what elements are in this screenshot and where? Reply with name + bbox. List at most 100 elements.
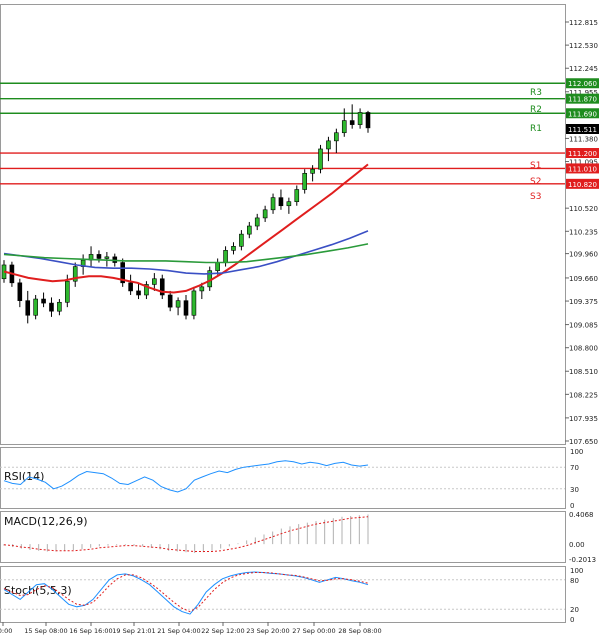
panel-frames — [0, 4, 566, 623]
moving-average-line — [3, 230, 369, 275]
candle-body — [57, 301, 62, 312]
y-tick-label: 108.800 — [569, 345, 598, 353]
y-tick-label: 110.235 — [569, 228, 598, 236]
rsi-tick-label: 70 — [570, 464, 579, 472]
current-price-tag — [566, 124, 599, 134]
level-name-label: R2 — [530, 105, 542, 115]
y-tick-label: 110.520 — [569, 205, 598, 213]
candle-body — [175, 300, 181, 308]
y-tick-label: 107.935 — [569, 415, 598, 423]
candle-body — [239, 233, 244, 247]
candle-body — [326, 140, 331, 150]
candle-body — [128, 282, 133, 292]
candle-body — [183, 300, 189, 316]
y-tick-label: 111.955 — [569, 89, 598, 97]
x-tick-label: 15 Sep 08:00 — [24, 627, 67, 635]
candle-body — [136, 290, 141, 296]
candle-body — [167, 294, 173, 308]
y-tick-label: 109.660 — [569, 275, 598, 283]
candle-body — [72, 266, 78, 282]
candle-body — [49, 302, 54, 312]
candle-body — [278, 197, 284, 207]
macd-title: MACD(12,26,9) — [4, 515, 88, 528]
macd-tick-label: 0.00 — [569, 541, 585, 549]
panel-frame-rsi — [0, 447, 566, 509]
candle-body — [247, 225, 252, 235]
candle-body — [334, 132, 339, 142]
candle-body — [17, 282, 23, 301]
candle-body — [231, 246, 236, 251]
candle-body — [341, 120, 347, 134]
stoch-line — [3, 572, 369, 613]
level-name-label: R3 — [530, 88, 542, 98]
y-tick-label: 109.375 — [569, 298, 598, 306]
x-tick-label: 28 Sep 08:00 — [338, 627, 381, 635]
level-price-tag — [566, 148, 599, 159]
candle-body — [223, 250, 228, 263]
y-tick-label: 109.085 — [569, 322, 598, 330]
rsi-tick-label: 30 — [570, 486, 579, 494]
x-tick-label: 00:00 — [0, 627, 12, 635]
level-price-label: 111.690 — [568, 110, 597, 118]
y-tick-label: 108.225 — [569, 391, 598, 399]
price-panel: 112.815 112.530 112.245 111.955 111.380 111.0… — [0, 19, 599, 446]
macd-tick-label: 0.4068 — [569, 511, 594, 519]
candle-body — [286, 201, 292, 207]
candle-body — [65, 280, 70, 303]
candle-body — [270, 197, 276, 211]
level-price-label: 111.200 — [568, 150, 597, 158]
candle-body — [349, 120, 355, 125]
panel-frame-macd — [0, 511, 566, 563]
candle-body — [365, 112, 371, 129]
candle-body — [152, 278, 157, 285]
moving-average-line — [3, 243, 369, 264]
level-price-label: 110.820 — [568, 181, 597, 189]
level-price-tag — [566, 93, 599, 104]
level-name-label: S2 — [530, 177, 541, 187]
candle-body — [41, 298, 46, 304]
y-tick-label: 112.245 — [569, 65, 598, 73]
x-tick-label: 19 Sep 21:01 — [112, 627, 155, 635]
y-tick-label: 108.510 — [569, 368, 598, 376]
y-tick-label: 111.095 — [569, 159, 598, 167]
candle-body — [357, 112, 363, 125]
candle-body — [159, 278, 165, 296]
candle-body — [191, 290, 197, 316]
panel-frame-price — [0, 4, 566, 445]
candle-body — [310, 168, 315, 174]
candle-body — [120, 262, 125, 284]
candle-body — [254, 217, 260, 227]
level-name-label: S1 — [530, 161, 541, 171]
x-tick-label: 27 Sep 00:00 — [292, 627, 335, 635]
y-tick-label: 109.960 — [569, 251, 598, 259]
level-price-tag — [566, 108, 599, 119]
candle-body — [144, 284, 149, 296]
level-price-tag — [566, 78, 599, 89]
rsi-panel: 100 70 30 0 RSI(14) — [0, 448, 583, 510]
stoch-panel: 100 80 20 0 Stoch(5,5,3) — [0, 567, 583, 624]
x-tick-label: 16 Sep 16:00 — [69, 627, 112, 635]
y-tick-label: 107.650 — [569, 438, 598, 446]
stoch-line — [3, 571, 369, 615]
rsi-tick-label: 100 — [570, 448, 583, 456]
stoch-title: Stoch(5,5,3) — [4, 584, 72, 597]
candle-body — [33, 298, 38, 316]
candle-body — [199, 286, 205, 292]
candle-body — [262, 209, 268, 219]
rsi-line — [3, 460, 369, 493]
candle-body — [104, 256, 110, 259]
stoch-tick-label: 20 — [570, 606, 579, 614]
current-price-label: 111.511 — [568, 126, 597, 134]
macd-panel: 0.4068 0.00 -0.2013 MACD(12,26,9) — [3, 511, 596, 564]
panel-frame-stoch — [0, 566, 566, 623]
x-tick-label: 22 Sep 12:00 — [201, 627, 244, 635]
level-price-label: 111.010 — [568, 165, 597, 173]
level-name-label: S3 — [530, 192, 541, 202]
macd-tick-label: -0.2013 — [569, 556, 596, 564]
level-name-label: R1 — [530, 124, 542, 134]
level-price-label: 111.870 — [568, 96, 597, 104]
stoch-tick-label: 80 — [570, 577, 579, 585]
